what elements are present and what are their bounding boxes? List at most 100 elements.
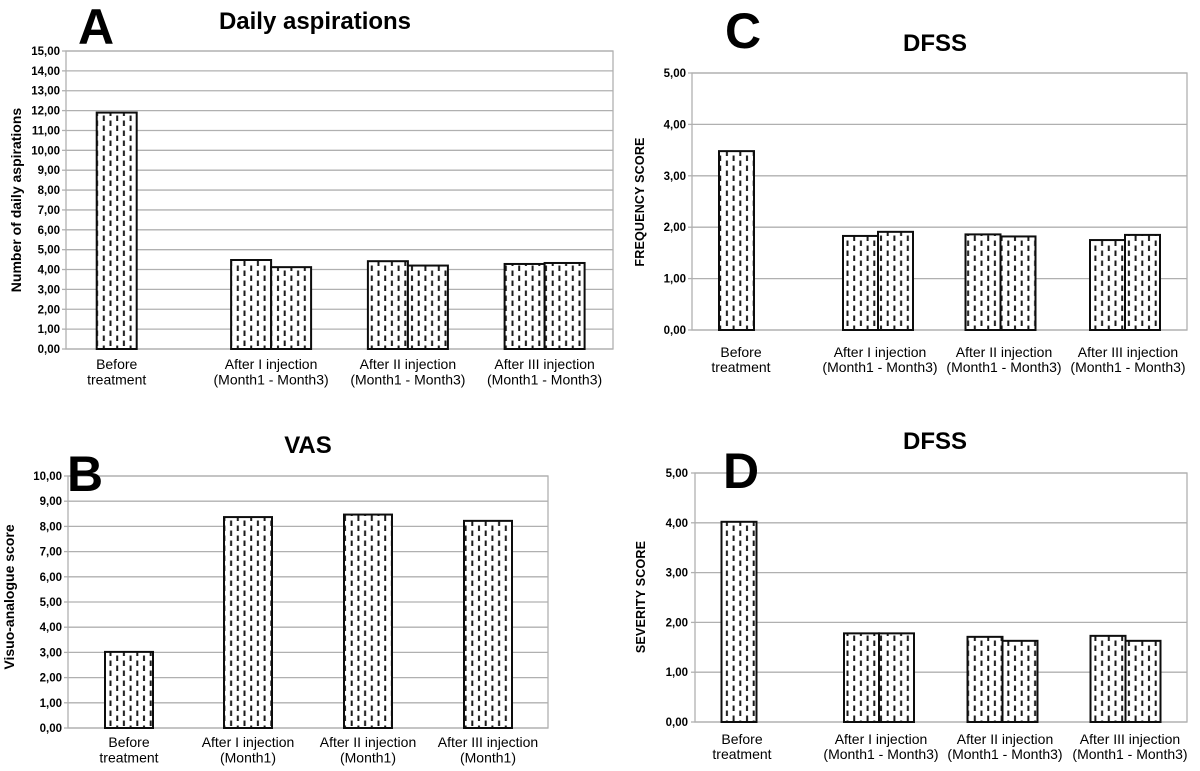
bar xyxy=(999,235,1037,331)
panel-c-letter: C xyxy=(725,3,762,59)
y-tick-label: 4,00 xyxy=(40,622,62,634)
category-label: After III injection xyxy=(1078,344,1178,360)
panel-c-title: DFSS xyxy=(902,30,967,57)
category-label: Before xyxy=(721,731,762,747)
bar xyxy=(1124,639,1162,724)
category-label: Before xyxy=(108,734,149,750)
category-label: (Month1 - Month3) xyxy=(487,372,602,388)
panel-a-y-axis-label: Number of daily aspirations xyxy=(8,107,24,293)
category-label: (Month1) xyxy=(220,750,276,766)
y-tick-label: 15,00 xyxy=(31,46,60,58)
y-tick-label: 12,00 xyxy=(31,106,60,118)
panel-c-y-axis-label: FREQUENCY SCORE xyxy=(633,137,647,267)
y-tick-label: 11,00 xyxy=(32,125,60,137)
y-tick-label: 0,00 xyxy=(40,723,62,735)
y-tick-label: 5,00 xyxy=(38,245,60,257)
bar xyxy=(877,230,914,331)
y-tick-label: 1,00 xyxy=(666,667,688,679)
plot-border xyxy=(65,50,614,350)
y-tick-label: 7,00 xyxy=(38,205,60,217)
category-label: treatment xyxy=(87,372,146,388)
y-tick-label: 2,00 xyxy=(666,617,688,629)
bar xyxy=(223,516,273,730)
bar xyxy=(1001,639,1039,724)
y-tick-label: 3,00 xyxy=(666,568,688,580)
bar xyxy=(230,259,273,350)
bar xyxy=(406,264,449,350)
bar xyxy=(966,635,1004,724)
bar xyxy=(878,632,915,723)
y-tick-label: 9,00 xyxy=(38,165,60,177)
category-label: treatment xyxy=(99,750,158,766)
panel-a-letter: A xyxy=(78,0,115,55)
plot-border xyxy=(691,72,1188,331)
y-tick-label: 4,00 xyxy=(664,119,686,131)
y-tick-label: 5,00 xyxy=(664,68,686,80)
category-label: (Month1 - Month3) xyxy=(823,746,938,762)
y-tick-label: 10,00 xyxy=(31,145,60,157)
category-label: After I injection xyxy=(225,356,318,372)
plot-border xyxy=(694,472,1188,723)
category-label: After II injection xyxy=(957,731,1054,747)
category-label: After I injection xyxy=(202,734,295,750)
y-tick-label: 4,00 xyxy=(38,265,60,277)
y-tick-label: 3,00 xyxy=(664,171,686,183)
y-tick-label: 6,00 xyxy=(38,225,60,237)
y-tick-label: 6,00 xyxy=(40,572,62,584)
y-tick-label: 1,00 xyxy=(38,324,60,336)
bar xyxy=(543,261,586,351)
y-tick-label: 8,00 xyxy=(38,185,60,197)
bar xyxy=(718,150,755,331)
bar xyxy=(270,266,313,350)
category-label: After III injection xyxy=(1080,731,1180,747)
category-label: After III injection xyxy=(494,356,594,372)
category-label: (Month1 - Month3) xyxy=(822,359,937,375)
category-label: After II injection xyxy=(956,344,1053,360)
panel-b-plot: 0,00 1,00 2,00 3,00 4,00 5,00 6,00 7,00 8,00 9,00… xyxy=(33,471,549,766)
y-tick-label: 10,00 xyxy=(33,471,62,483)
panel-b-y-axis-label: Visuo-analogue score xyxy=(1,524,17,670)
y-tick-label: 0,00 xyxy=(666,717,688,729)
category-label: (Month1 - Month3) xyxy=(350,372,465,388)
category-label: (Month1 - Month3) xyxy=(947,746,1062,762)
panel-b-letter: B xyxy=(67,446,104,502)
y-tick-label: 2,00 xyxy=(40,673,62,685)
y-tick-label: 9,00 xyxy=(40,496,62,508)
bar xyxy=(343,513,393,729)
bar xyxy=(964,233,1002,331)
bar xyxy=(1089,239,1126,331)
bar xyxy=(1124,233,1161,331)
category-label: (Month1 - Month3) xyxy=(1072,746,1187,762)
panel-a-plot: 0,00 1,00 2,00 3,00 4,00 5,00 6,00 7,00 8,00 9,00… xyxy=(31,46,614,388)
y-tick-label: 5,00 xyxy=(40,597,62,609)
bar xyxy=(1089,634,1127,723)
y-tick-label: 2,00 xyxy=(38,304,60,316)
y-tick-label: 3,00 xyxy=(38,284,60,296)
category-label: (Month1 - Month3) xyxy=(214,372,329,388)
category-label: (Month1 - Month3) xyxy=(946,359,1061,375)
panel-d-y-axis-label: SEVERITY SCORE xyxy=(634,540,648,654)
y-tick-label: 8,00 xyxy=(40,521,62,533)
y-tick-label: 1,00 xyxy=(40,698,62,710)
bar xyxy=(720,520,758,723)
category-label: After II injection xyxy=(320,734,417,750)
bar xyxy=(503,262,546,350)
panel-d-title: DFSS xyxy=(902,428,967,455)
y-tick-label: 4,00 xyxy=(666,518,688,530)
y-tick-label: 7,00 xyxy=(40,547,62,559)
category-label: (Month1 - Month3) xyxy=(1070,359,1185,375)
bar xyxy=(843,632,880,723)
bar xyxy=(463,519,513,729)
category-label: Before xyxy=(96,356,137,372)
panel-d-letter: D xyxy=(723,443,760,499)
bar xyxy=(366,260,409,350)
category-label: (Month1) xyxy=(460,750,516,766)
y-tick-label: 2,00 xyxy=(664,222,686,234)
y-tick-label: 13,00 xyxy=(31,86,60,98)
category-label: treatment xyxy=(712,746,771,762)
category-label: After I injection xyxy=(834,344,927,360)
category-label: (Month1) xyxy=(340,750,396,766)
